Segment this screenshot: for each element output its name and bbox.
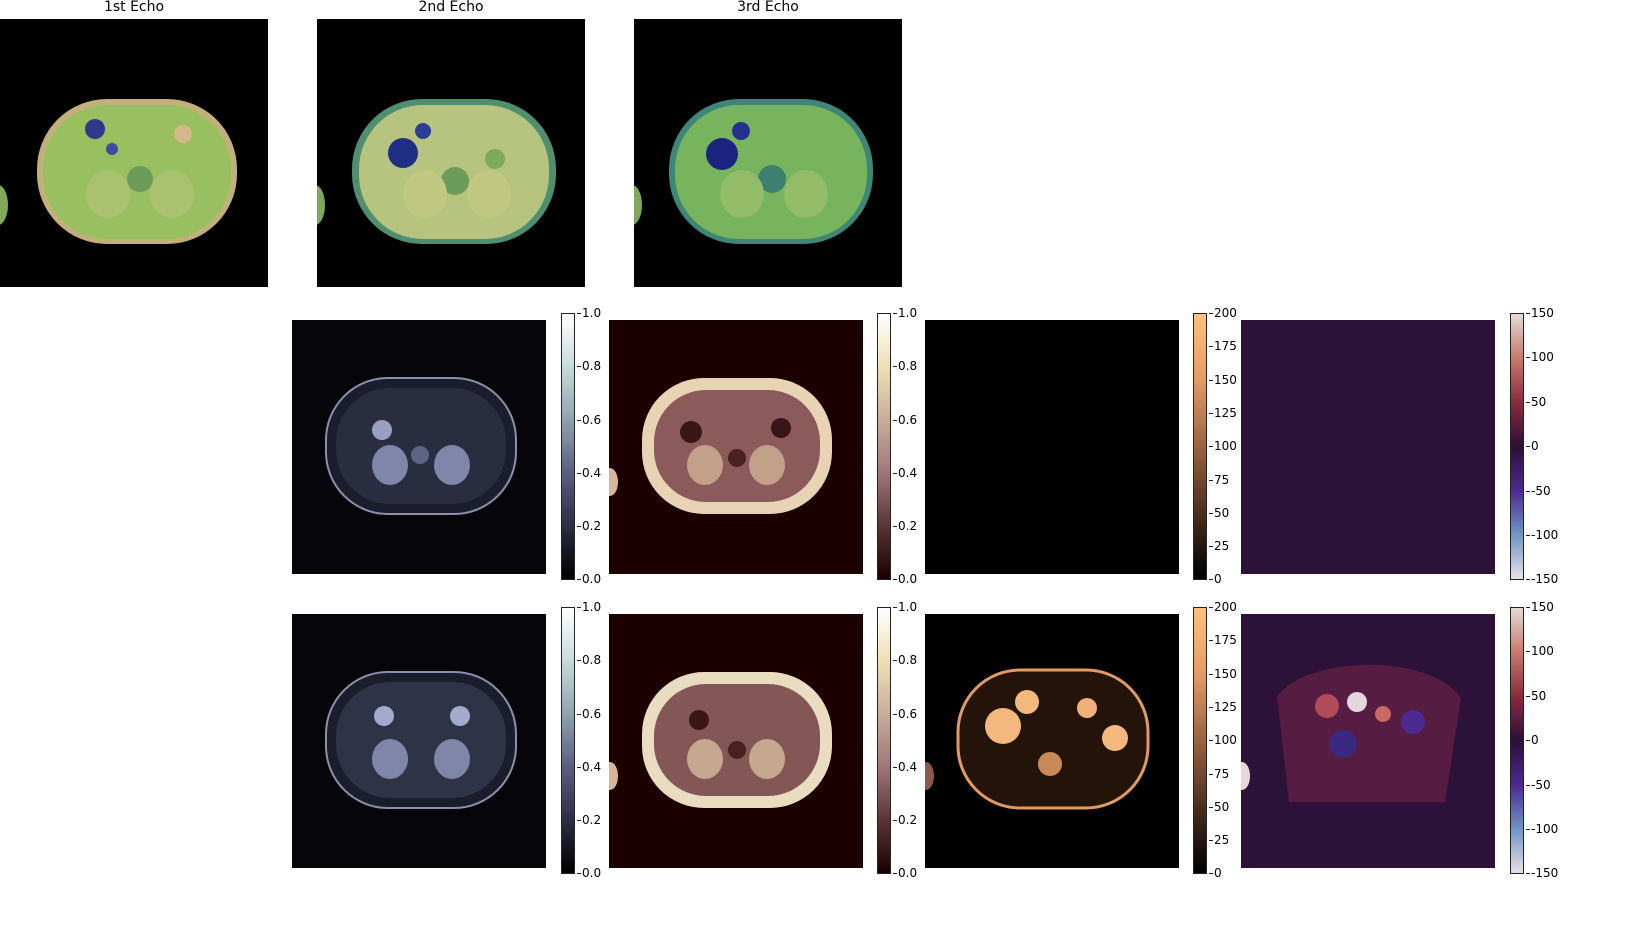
echo-3-svg bbox=[634, 19, 902, 287]
row2-magnitude-colorbar bbox=[561, 313, 575, 580]
row2-pink-image bbox=[609, 320, 863, 574]
row2-r2-image bbox=[925, 320, 1179, 574]
tick-row3-r2-3: 75 bbox=[1208, 767, 1230, 781]
tick-row3-field-6: 150 bbox=[1526, 600, 1554, 614]
tick-row3-r2-0: 0 bbox=[1209, 866, 1222, 880]
row3-pink-colorbar bbox=[877, 607, 891, 874]
tick-row2-r2-6: 150 bbox=[1209, 373, 1237, 387]
row2-magnitude-image bbox=[292, 320, 546, 574]
row2-field-image bbox=[1241, 320, 1495, 574]
tick-row2-field-0: -150 bbox=[1525, 572, 1559, 586]
tick-row3-r2-8: 200 bbox=[1209, 600, 1237, 614]
tick-row3-mag-0: 0.0 bbox=[576, 866, 602, 880]
row3-r2-image bbox=[925, 614, 1179, 868]
echo-2-svg bbox=[317, 19, 585, 287]
row2-pink-svg bbox=[609, 320, 863, 574]
tick-row2-r2-5: 125 bbox=[1209, 406, 1237, 420]
row3-r2-svg bbox=[925, 614, 1179, 868]
title-echo-3: 3rd Echo bbox=[737, 0, 799, 15]
tick-row2-r2-7: 175 bbox=[1209, 339, 1237, 353]
row3-magnitude-image bbox=[292, 614, 546, 868]
tick-row2-pink-1: 0.2 bbox=[892, 519, 918, 533]
tick-row3-mag-4: 0.8 bbox=[576, 653, 602, 667]
tick-row2-field-2: -50 bbox=[1526, 484, 1551, 498]
tick-row3-r2-7: 175 bbox=[1209, 633, 1237, 647]
tick-row3-mag-2: 0.4 bbox=[576, 760, 602, 774]
row2-r2-colorbar bbox=[1193, 313, 1207, 580]
tick-row2-field-5: 100 bbox=[1526, 350, 1554, 364]
tick-row3-mag-1: 0.2 bbox=[576, 813, 602, 827]
row2-magnitude-svg bbox=[292, 320, 546, 574]
title-echo-1: 1st Echo bbox=[103, 0, 165, 15]
tick-row2-r2-0: 0 bbox=[1209, 572, 1222, 586]
tick-row3-pink-1: 0.2 bbox=[892, 813, 918, 827]
echo-1-image bbox=[0, 19, 268, 287]
row2-pink-colorbar bbox=[877, 313, 891, 580]
row3-field-image bbox=[1241, 614, 1495, 868]
tick-row3-r2-5: 125 bbox=[1209, 700, 1237, 714]
tick-row3-pink-4: 0.8 bbox=[892, 653, 918, 667]
tick-row2-r2-2: 50 bbox=[1208, 506, 1230, 520]
row3-pink-image bbox=[609, 614, 863, 868]
echo-2-image bbox=[317, 19, 585, 287]
tick-row2-r2-4: 100 bbox=[1209, 439, 1237, 453]
row3-magnitude-svg bbox=[292, 614, 546, 868]
tick-row2-mag-1: 0.2 bbox=[576, 519, 602, 533]
tick-row3-r2-2: 50 bbox=[1208, 800, 1230, 814]
tick-row3-pink-3: 0.6 bbox=[892, 707, 918, 721]
tick-row3-r2-4: 100 bbox=[1209, 733, 1237, 747]
tick-row3-field-3: 0 bbox=[1526, 733, 1539, 747]
tick-row2-pink-2: 0.4 bbox=[892, 466, 918, 480]
row3-magnitude-colorbar bbox=[561, 607, 575, 874]
echo-1-svg bbox=[0, 19, 268, 287]
tick-row2-r2-3: 75 bbox=[1208, 473, 1230, 487]
row2-field-colorbar bbox=[1510, 313, 1524, 580]
row3-field-svg bbox=[1241, 614, 1495, 868]
tick-row2-field-3: 0 bbox=[1526, 439, 1539, 453]
tick-row2-mag-2: 0.4 bbox=[576, 466, 602, 480]
row3-r2-colorbar bbox=[1193, 607, 1207, 874]
tick-row2-mag-4: 0.8 bbox=[576, 359, 602, 373]
row3-field-colorbar bbox=[1510, 607, 1524, 874]
row3-pink-svg bbox=[609, 614, 863, 868]
tick-row3-field-0: -150 bbox=[1525, 866, 1559, 880]
tick-row3-field-1: -100 bbox=[1525, 822, 1559, 836]
tick-row2-pink-4: 0.8 bbox=[892, 359, 918, 373]
tick-row2-pink-5: 1.0 bbox=[892, 306, 918, 320]
tick-row3-field-4: 50 bbox=[1525, 689, 1547, 703]
tick-row2-r2-8: 200 bbox=[1209, 306, 1237, 320]
tick-row2-field-6: 150 bbox=[1526, 306, 1554, 320]
tick-row3-r2-6: 150 bbox=[1209, 667, 1237, 681]
tick-row3-field-5: 100 bbox=[1526, 644, 1554, 658]
title-echo-2: 2nd Echo bbox=[418, 0, 484, 15]
tick-row3-field-2: -50 bbox=[1526, 778, 1551, 792]
tick-row3-mag-3: 0.6 bbox=[576, 707, 602, 721]
tick-row2-mag-5: 1.0 bbox=[576, 306, 602, 320]
tick-row3-pink-5: 1.0 bbox=[892, 600, 918, 614]
tick-row2-field-4: 50 bbox=[1525, 395, 1547, 409]
tick-row3-pink-2: 0.4 bbox=[892, 760, 918, 774]
tick-row2-field-1: -100 bbox=[1525, 528, 1559, 542]
tick-row2-mag-0: 0.0 bbox=[576, 572, 602, 586]
tick-row3-mag-5: 1.0 bbox=[576, 600, 602, 614]
tick-row3-r2-1: 25 bbox=[1208, 833, 1230, 847]
tick-row2-mag-3: 0.6 bbox=[576, 413, 602, 427]
echo-3-image bbox=[634, 19, 902, 287]
tick-row2-r2-1: 25 bbox=[1208, 539, 1230, 553]
tick-row2-pink-0: 0.0 bbox=[892, 572, 918, 586]
tick-row2-pink-3: 0.6 bbox=[892, 413, 918, 427]
tick-row3-pink-0: 0.0 bbox=[892, 866, 918, 880]
